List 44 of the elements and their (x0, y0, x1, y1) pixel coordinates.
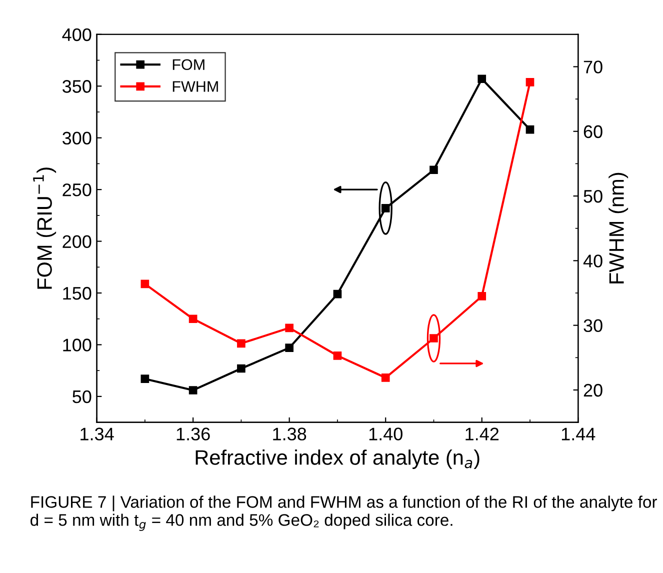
legend-label: FWHM (172, 81, 218, 92)
y-tick-label: 300 (62, 132, 92, 145)
y-axis-title: FOM (RIU$^{−1}$) (33, 168, 56, 289)
point (285, 324, 294, 332)
point (140, 280, 150, 288)
point (381, 374, 390, 382)
y2-tick-label: 40 (583, 254, 602, 268)
y-tick-label: 350 (62, 80, 92, 93)
point (188, 314, 198, 324)
x-tick-label: 1.34 (80, 428, 114, 440)
y2-tick-label: 50 (584, 190, 602, 203)
y2-axis-title: FWHM (nm) (608, 172, 628, 284)
y2-tick-label: 70 (584, 60, 602, 74)
point (237, 364, 246, 373)
y-tick-label: 150 (63, 286, 92, 300)
point (478, 74, 486, 84)
point (333, 352, 342, 360)
y-tick-label: 100 (63, 338, 92, 352)
x-tick-label: 1.42 (466, 428, 499, 440)
point (285, 344, 294, 352)
point (381, 204, 390, 212)
y2-tick-label: 20 (584, 384, 602, 397)
point (333, 290, 342, 298)
point (237, 339, 246, 348)
point (478, 292, 486, 300)
caption: FIGURE 7 | Variation of the FOM and FWHM as a function of the RI of the analyte for d = 5 nm with t$_{g}$ = 40 nm and 5% GeO₂ doped silica core. (30, 496, 657, 531)
x-axis-title: Refractive index of analyte (n$_{a}$) (196, 450, 480, 469)
point (188, 386, 198, 394)
y2-tick-label: 60 (584, 125, 602, 138)
x-tick-label: 1.40 (369, 428, 402, 440)
y-tick-label: 200 (62, 235, 92, 248)
point (430, 334, 438, 342)
x-tick-label: 1.36 (176, 428, 210, 440)
y-tick-label: 50 (72, 390, 92, 404)
point (526, 78, 534, 86)
legend-label: FOM (172, 59, 204, 70)
point (140, 374, 150, 384)
x-tick-label: 1.44 (562, 428, 596, 440)
y-tick-label: 250 (62, 183, 92, 196)
y2-tick-label: 30 (584, 319, 602, 332)
y-tick-label: 400 (62, 28, 92, 42)
point (526, 125, 534, 134)
x-tick-label: 1.38 (273, 428, 306, 440)
point (430, 166, 438, 174)
